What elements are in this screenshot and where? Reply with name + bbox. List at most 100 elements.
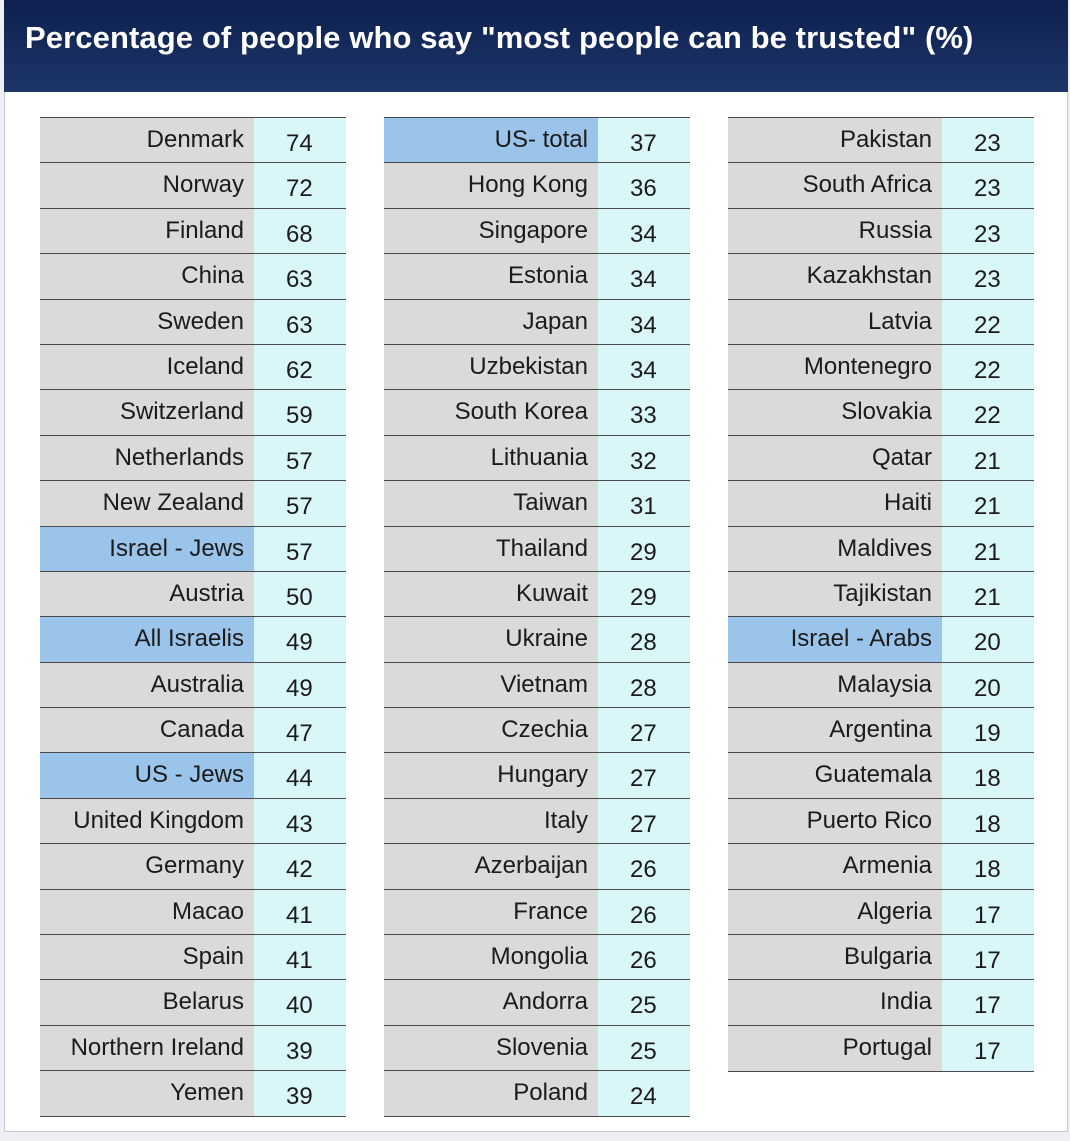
country-label: Uzbekistan bbox=[384, 344, 598, 390]
table-row: Kuwait 29 bbox=[384, 570, 690, 617]
table-row: Haiti 21 bbox=[728, 480, 1034, 526]
country-label: US - Jews bbox=[40, 753, 254, 798]
country-label: United Kingdom bbox=[40, 798, 254, 844]
country-label: Ukraine bbox=[384, 617, 598, 662]
trust-value: 34 bbox=[598, 299, 690, 344]
country-label: Netherlands bbox=[40, 435, 254, 481]
table-row: Portugal 17 bbox=[728, 1024, 1034, 1072]
trust-value: 33 bbox=[598, 390, 690, 435]
table-row: All Israelis 49 bbox=[40, 616, 346, 662]
country-label: New Zealand bbox=[40, 481, 254, 526]
trust-value: 42 bbox=[254, 844, 346, 889]
table-row: Maldives 21 bbox=[728, 525, 1034, 571]
table-row: Macao 41 bbox=[40, 888, 346, 935]
country-label: Estonia bbox=[384, 254, 598, 299]
country-label: Singapore bbox=[384, 208, 598, 254]
trust-value: 22 bbox=[942, 344, 1034, 390]
country-label: Russia bbox=[728, 208, 942, 254]
table-row: Belarus 40 bbox=[40, 979, 346, 1025]
trust-value: 34 bbox=[598, 208, 690, 254]
trust-value: 23 bbox=[942, 254, 1034, 299]
country-label: Qatar bbox=[728, 435, 942, 481]
table-row: Australia 49 bbox=[40, 661, 346, 708]
trust-value: 31 bbox=[598, 481, 690, 526]
table-row: Germany 42 bbox=[40, 843, 346, 889]
trust-value: 27 bbox=[598, 708, 690, 753]
table-row: Pakistan 23 bbox=[728, 117, 1034, 163]
trust-value: 34 bbox=[598, 344, 690, 390]
country-label: Iceland bbox=[40, 344, 254, 390]
table-row: Mongolia 26 bbox=[384, 934, 690, 980]
country-label: Japan bbox=[384, 299, 598, 344]
trust-value: 17 bbox=[942, 889, 1034, 935]
table-row: Israel - Arabs 20 bbox=[728, 616, 1034, 662]
country-label: Lithuania bbox=[384, 435, 598, 481]
table-row: Slovenia 25 bbox=[384, 1024, 690, 1071]
table-row: Iceland 62 bbox=[40, 343, 346, 390]
table-row: South Africa 23 bbox=[728, 162, 1034, 208]
country-label: Algeria bbox=[728, 889, 942, 935]
table-row: Malaysia 20 bbox=[728, 661, 1034, 708]
table-row: Azerbaijan 26 bbox=[384, 843, 690, 889]
table-column-1: Denmark 74 Norway 72 Finland 68 China 63 Sweden 6… bbox=[40, 117, 346, 1117]
table-row: Ukraine 28 bbox=[384, 616, 690, 662]
country-label: Belarus bbox=[40, 980, 254, 1025]
country-label: Canada bbox=[40, 708, 254, 753]
country-label: Maldives bbox=[728, 526, 942, 571]
table-row: Denmark 74 bbox=[40, 117, 346, 163]
trust-value: 39 bbox=[254, 1071, 346, 1116]
table-row: Bulgaria 17 bbox=[728, 934, 1034, 980]
trust-value: 41 bbox=[254, 935, 346, 980]
country-label: Tajikistan bbox=[728, 571, 942, 617]
table-row: Kazakhstan 23 bbox=[728, 253, 1034, 299]
country-label: Macao bbox=[40, 889, 254, 935]
country-label: Australia bbox=[40, 662, 254, 708]
chart-header: Percentage of people who say "most peopl… bbox=[4, 0, 1068, 92]
country-label: Poland bbox=[384, 1071, 598, 1116]
country-label: Hungary bbox=[384, 753, 598, 798]
trust-value: 49 bbox=[254, 617, 346, 662]
country-label: India bbox=[728, 980, 942, 1025]
table-row: Norway 72 bbox=[40, 162, 346, 208]
trust-value: 47 bbox=[254, 708, 346, 753]
country-label: Guatemala bbox=[728, 753, 942, 798]
trust-value: 29 bbox=[598, 526, 690, 571]
trust-value: 18 bbox=[942, 798, 1034, 844]
table-row: Armenia 18 bbox=[728, 843, 1034, 889]
country-label: Hong Kong bbox=[384, 163, 598, 208]
table-row: Thailand 29 bbox=[384, 525, 690, 571]
trust-value: 22 bbox=[942, 390, 1034, 435]
table-row: Japan 34 bbox=[384, 298, 690, 344]
country-label: All Israelis bbox=[40, 617, 254, 662]
trust-value: 50 bbox=[254, 571, 346, 617]
country-label: Montenegro bbox=[728, 344, 942, 390]
country-label: Kazakhstan bbox=[728, 254, 942, 299]
trust-value: 24 bbox=[598, 1071, 690, 1116]
table-row: Qatar 21 bbox=[728, 434, 1034, 481]
country-label: Italy bbox=[384, 798, 598, 844]
country-label: Armenia bbox=[728, 844, 942, 889]
table-column-3: Pakistan 23 South Africa 23 Russia 23 Kazakhst… bbox=[728, 117, 1034, 1072]
trust-value: 19 bbox=[942, 708, 1034, 753]
country-label: China bbox=[40, 254, 254, 299]
country-label: Kuwait bbox=[384, 571, 598, 617]
trust-value: 72 bbox=[254, 163, 346, 208]
table-row: China 63 bbox=[40, 253, 346, 299]
trust-value: 43 bbox=[254, 798, 346, 844]
country-label: Spain bbox=[40, 935, 254, 980]
country-label: Pakistan bbox=[728, 118, 942, 163]
table-row: South Korea 33 bbox=[384, 389, 690, 435]
country-label: Austria bbox=[40, 571, 254, 617]
trust-value: 39 bbox=[254, 1025, 346, 1071]
trust-value: 18 bbox=[942, 753, 1034, 798]
country-label: Portugal bbox=[728, 1025, 942, 1071]
trust-value: 63 bbox=[254, 254, 346, 299]
trust-value: 40 bbox=[254, 980, 346, 1025]
trust-value: 74 bbox=[254, 118, 346, 163]
trust-value: 41 bbox=[254, 889, 346, 935]
country-label: Vietnam bbox=[384, 662, 598, 708]
trust-value: 21 bbox=[942, 571, 1034, 617]
country-label: South Africa bbox=[728, 163, 942, 208]
trust-value: 23 bbox=[942, 208, 1034, 254]
trust-value: 26 bbox=[598, 844, 690, 889]
